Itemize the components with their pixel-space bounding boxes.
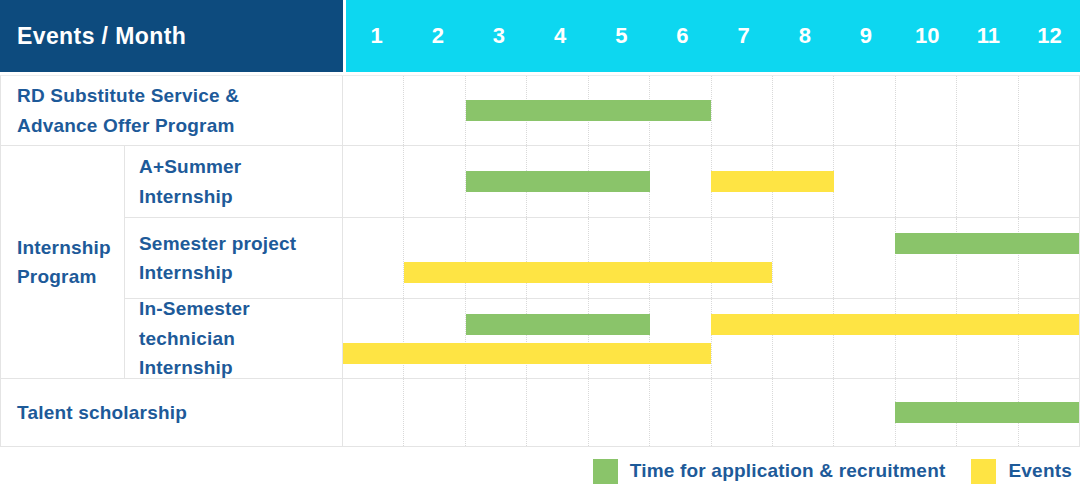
month-column (466, 218, 527, 298)
month-column (343, 299, 404, 378)
gantt-table-body: RD Substitute Service & Advance Offer Pr… (0, 75, 1080, 447)
row-chart-area (343, 299, 1079, 378)
month-column (589, 299, 650, 378)
gantt-chart-page: Events / Month 123456789101112 RD Substi… (0, 0, 1080, 494)
month-header-strip: 123456789101112 (343, 0, 1080, 72)
month-column (527, 299, 588, 378)
table-header-row: Events / Month 123456789101112 (0, 0, 1080, 72)
legend-swatch-green-icon (593, 459, 618, 484)
month-column (712, 299, 773, 378)
group-label-internship-program: Internship Program (1, 146, 125, 378)
row-chart-area (343, 146, 1079, 217)
month-header-1: 1 (346, 0, 407, 72)
month-column (896, 299, 957, 378)
table-row-talent-scholarship: Talent scholarship (1, 379, 1079, 446)
gantt-bar-yellow (343, 343, 711, 364)
legend: Time for application & recruitment Events (593, 456, 1072, 486)
row-label-in-semester-technician-internship: In-Semester technician Internship (125, 299, 343, 378)
month-header-6: 6 (652, 0, 713, 72)
row-label-talent-scholarship: Talent scholarship (1, 379, 343, 446)
gantt-bar-yellow (404, 262, 772, 283)
events-month-header: Events / Month (0, 0, 343, 72)
row-label-semester-project-internship: Semester project Internship (125, 218, 343, 298)
month-header-7: 7 (713, 0, 774, 72)
gantt-bar-yellow (711, 314, 1079, 335)
month-column (650, 218, 711, 298)
bar-line (343, 402, 1079, 423)
row-label-rd-substitute-service-advance-offer-prog: RD Substitute Service & Advance Offer Pr… (1, 76, 343, 145)
month-column (404, 299, 465, 378)
legend-label-events: Events (1008, 460, 1072, 482)
month-column (773, 299, 834, 378)
month-column (957, 218, 1018, 298)
legend-label-time-for-application-recruitment: Time for application & recruitment (630, 460, 946, 482)
bar-line (343, 171, 1079, 192)
month-header-9: 9 (835, 0, 896, 72)
month-header-3: 3 (468, 0, 529, 72)
gantt-bar-green (466, 171, 650, 192)
table-row-a-summer-internship: A+Summer Internship (125, 146, 1079, 218)
month-header-2: 2 (407, 0, 468, 72)
bar-line (343, 343, 1079, 364)
table-row-semester-project-internship: Semester project Internship (125, 218, 1079, 299)
bar-line (343, 100, 1079, 121)
month-column (343, 218, 404, 298)
table-row-in-semester-technician-internship: In-Semester technician Internship (125, 299, 1079, 378)
bar-line (343, 314, 1079, 335)
month-column (404, 218, 465, 298)
month-column (466, 299, 527, 378)
gantt-bar-green (895, 233, 1079, 254)
gantt-bar-green (466, 314, 650, 335)
gantt-bar-green (895, 402, 1079, 423)
legend-item-time-for-application-recruitment: Time for application & recruitment (593, 459, 946, 484)
month-header-4: 4 (530, 0, 591, 72)
month-column (1019, 218, 1079, 298)
month-column (834, 299, 895, 378)
bar-line (343, 233, 1079, 254)
row-chart-area (343, 76, 1079, 145)
month-header-5: 5 (591, 0, 652, 72)
month-column (1019, 299, 1079, 378)
month-column (650, 299, 711, 378)
month-header-12: 12 (1019, 0, 1080, 72)
gantt-bar-green (466, 100, 711, 121)
row-chart-area (343, 218, 1079, 298)
month-column (957, 299, 1018, 378)
month-column (527, 218, 588, 298)
bar-line (343, 262, 1079, 283)
month-header-8: 8 (774, 0, 835, 72)
month-header-10: 10 (897, 0, 958, 72)
gantt-bar-yellow (711, 171, 834, 192)
group-rows: A+Summer InternshipSemester project Inte… (125, 146, 1079, 378)
month-column (589, 218, 650, 298)
month-header-11: 11 (958, 0, 1019, 72)
legend-item-events: Events (971, 459, 1072, 484)
table-row-rd-substitute-service-advance-offer-prog: RD Substitute Service & Advance Offer Pr… (1, 76, 1079, 146)
month-column (773, 218, 834, 298)
month-gridlines (343, 218, 1079, 298)
month-gridlines (343, 299, 1079, 378)
row-chart-area (343, 379, 1079, 446)
month-column (712, 218, 773, 298)
month-column (834, 218, 895, 298)
row-label-a-summer-internship: A+Summer Internship (125, 146, 343, 217)
group-internship-program: Internship ProgramA+Summer InternshipSem… (1, 146, 1079, 379)
legend-swatch-yellow-icon (971, 459, 996, 484)
month-column (896, 218, 957, 298)
